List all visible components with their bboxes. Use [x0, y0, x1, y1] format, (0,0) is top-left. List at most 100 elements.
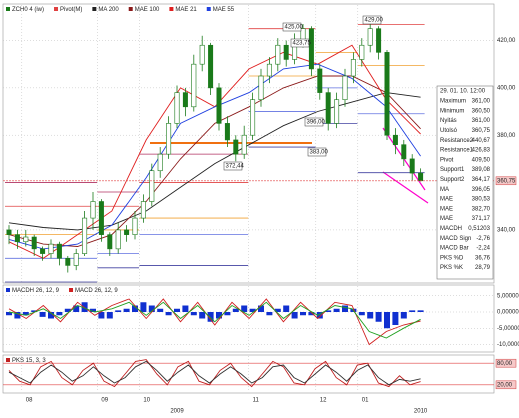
info-label: MA — [440, 187, 449, 193]
candle-body — [392, 134, 398, 145]
histogram-bar — [190, 312, 197, 316]
histogram-bar — [148, 305, 155, 312]
candle-body — [82, 217, 88, 254]
candle-body — [384, 52, 390, 136]
histogram-bar — [98, 312, 105, 319]
info-label: Pivot — [440, 157, 454, 163]
trend-line — [382, 171, 429, 204]
legend-swatch — [206, 7, 211, 11]
price-tag: 396,00 — [307, 120, 326, 126]
candle-body — [208, 44, 214, 89]
y-tick-label: -10,00000 — [497, 342, 519, 348]
histogram-bar — [367, 312, 374, 319]
candle-body — [90, 201, 96, 219]
legend-swatch — [69, 288, 74, 292]
candle-body — [275, 44, 281, 65]
candle-body — [182, 92, 188, 108]
info-value: 371,17 — [472, 216, 491, 222]
oscillator-line — [8, 360, 421, 386]
price-tag: 383,00 — [310, 150, 329, 156]
info-label: MAE — [440, 197, 453, 203]
histogram-bar — [216, 312, 222, 319]
candle-body — [359, 44, 365, 60]
histogram-bar — [123, 308, 130, 312]
histogram-bar — [6, 312, 12, 316]
info-label: MAE — [440, 206, 453, 212]
histogram-bar — [392, 312, 399, 325]
candle-body — [56, 243, 62, 259]
legend-swatch — [128, 7, 133, 11]
candle-body — [233, 139, 239, 155]
oscillator-line — [8, 359, 421, 388]
histogram-bar — [375, 312, 382, 322]
candle-body — [199, 44, 205, 65]
main-panel — [2, 3, 495, 284]
histogram-bar — [274, 308, 281, 312]
candle-body — [334, 99, 340, 124]
info-value: 0,51203 — [468, 226, 490, 232]
histogram-bar — [409, 310, 416, 312]
y-tick-label: 400,00 — [497, 85, 516, 91]
candle-body — [325, 92, 331, 124]
moving-average — [8, 63, 421, 250]
candle-body — [350, 59, 356, 77]
x-tick-label: 01 — [362, 398, 369, 404]
candle-body — [401, 144, 407, 160]
histogram-bar — [14, 312, 21, 319]
histogram-bar — [249, 308, 256, 312]
candle-body — [418, 172, 424, 182]
pks-panel — [2, 354, 495, 394]
candle-body — [258, 75, 264, 101]
histogram-bar — [199, 312, 206, 319]
histogram-bar — [342, 305, 348, 312]
moving-average — [8, 92, 421, 231]
x-tick-label: 09 — [101, 398, 108, 404]
info-value: 389,08 — [472, 167, 491, 173]
candle-body — [140, 201, 146, 219]
histogram-bar — [400, 312, 407, 319]
histogram-bar — [241, 305, 248, 312]
legend-label: Pivot(M) — [60, 7, 82, 13]
x-tick-label: 10 — [143, 398, 150, 404]
candle-body — [149, 170, 155, 202]
y-tick-label: 5,00000 — [497, 293, 519, 299]
legend-swatch — [6, 288, 10, 292]
histogram-bar — [31, 310, 38, 312]
info-date: 29. 01. 10. 12:00 — [440, 89, 486, 95]
price-tag: 425,00 — [285, 25, 304, 31]
info-value: 360,75 — [472, 128, 491, 134]
histogram-bar — [358, 312, 365, 316]
macd-line — [8, 298, 421, 346]
legend-label: MACD 26, 12, 9 — [75, 288, 118, 294]
macd-panel — [2, 284, 495, 353]
candle-body — [40, 248, 46, 254]
candle-body — [367, 28, 373, 46]
info-value: 426,83 — [472, 148, 491, 154]
candle-body — [250, 99, 256, 136]
last-price-box — [495, 176, 517, 186]
y-tick-label: -5,00000 — [497, 326, 519, 332]
x-tick-label: 12 — [320, 398, 327, 404]
histogram-bar — [384, 312, 390, 329]
y-tick-label: 420,00 — [497, 38, 516, 44]
price-tag: 423,75 — [293, 41, 312, 47]
histogram-bar — [266, 312, 273, 316]
info-value: 380,53 — [472, 197, 491, 203]
histogram-bar — [182, 305, 189, 312]
price-tag-box — [307, 147, 327, 157]
histogram-bar — [207, 312, 214, 322]
tick-box — [495, 380, 517, 390]
info-value: 36,76 — [475, 255, 491, 261]
tick-box — [495, 358, 517, 368]
histogram-bar — [165, 312, 172, 316]
info-panel — [436, 85, 494, 280]
histogram-bar — [258, 305, 264, 312]
legend-label: MAE 55 — [213, 7, 235, 13]
histogram-bar — [300, 312, 306, 316]
info-label: Utolsó — [440, 128, 458, 134]
histogram-bar — [115, 310, 122, 312]
candle-body — [73, 253, 79, 266]
legend-swatch — [169, 7, 174, 11]
legend-label: MAE 21 — [175, 7, 197, 13]
